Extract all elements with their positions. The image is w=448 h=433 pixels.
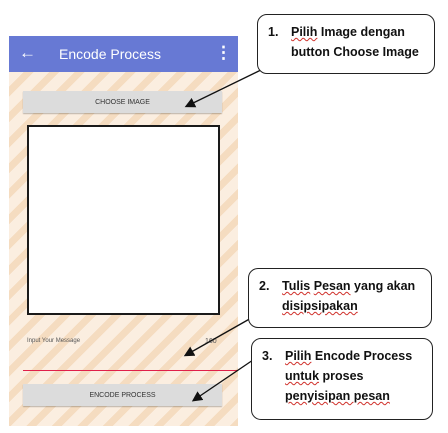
back-arrow-icon[interactable]: ← xyxy=(19,43,36,62)
choose-image-button[interactable]: CHOOSE IMAGE xyxy=(23,91,222,113)
message-input-underline xyxy=(23,370,238,371)
message-input[interactable]: Input Your Message xyxy=(27,338,81,344)
callout-step-2: 2. Tulis Pesan yang akan disipsipakan xyxy=(248,268,432,328)
overflow-menu-icon[interactable]: ⋮ xyxy=(215,43,232,62)
callout-3-number: 3. xyxy=(262,349,273,363)
callout-3-line2-text: proses xyxy=(319,369,364,383)
phone-screen: ← Encode Process ⋮ CHOOSE IMAGE Input Yo… xyxy=(9,36,238,426)
callout-2-line2: disipsipakan xyxy=(282,299,358,313)
callout-step-3: 3. Pilih Encode Process untuk proses pen… xyxy=(251,338,433,420)
callout-3-word: Pilih xyxy=(285,349,312,363)
callout-1-line2: button Choose Image xyxy=(291,45,419,59)
callout-1-number: 1. xyxy=(268,25,279,39)
callout-3-text: Encode Process xyxy=(311,349,413,363)
app-title: Encode Process xyxy=(59,46,161,62)
callout-2-word-2: Pesan xyxy=(313,279,351,293)
message-char-counter: 160 xyxy=(205,338,217,345)
callout-1-word: Pilih xyxy=(291,25,318,39)
callout-step-1: 1. Pilih Image dengan button Choose Imag… xyxy=(257,14,435,74)
image-preview xyxy=(27,125,220,315)
callout-2-text: yang akan xyxy=(350,279,416,293)
callout-2-word: Tulis xyxy=(282,279,311,293)
callout-1-text: Image dengan xyxy=(317,25,405,39)
callout-2-number: 2. xyxy=(259,279,270,293)
app-bar: ← Encode Process ⋮ xyxy=(9,36,238,72)
encode-process-button[interactable]: ENCODE PROCESS xyxy=(23,384,222,406)
callout-3-line3: penyisipan pesan xyxy=(285,389,390,403)
callout-3-word-2: untuk xyxy=(285,369,320,383)
